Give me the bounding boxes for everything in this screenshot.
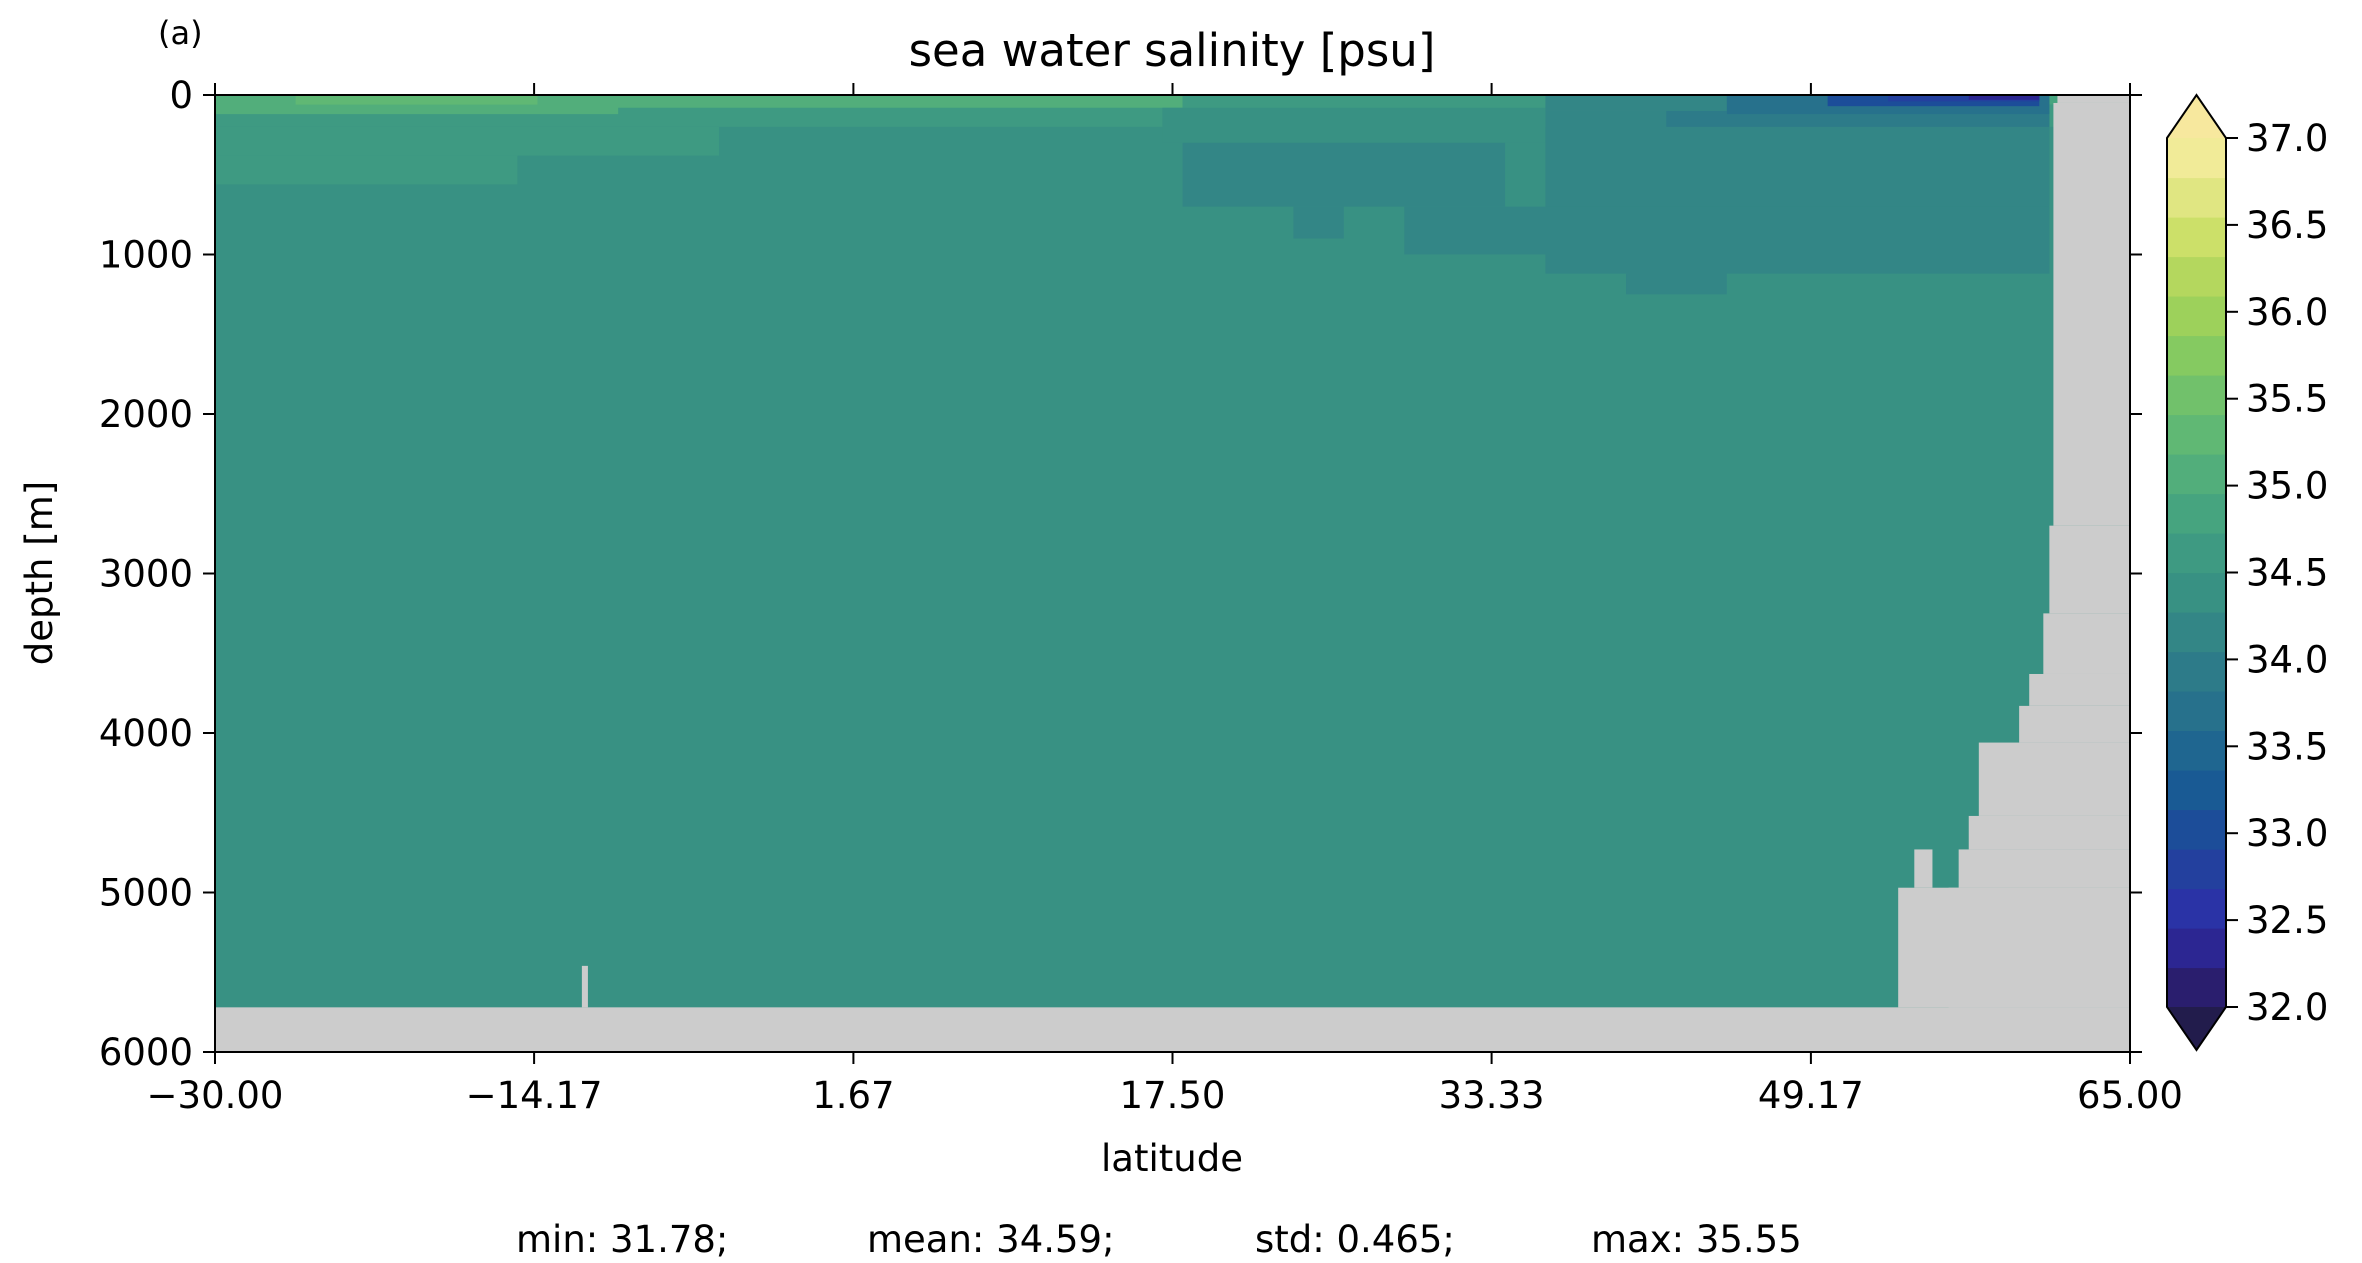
salinity-region-3 [295,95,538,105]
colorbar-segment [2167,138,2226,179]
y-axis-label: depth [m] [18,481,61,665]
colorbar-segment [2167,414,2226,455]
salinity-region-4 [537,95,1183,108]
land-block-5 [1958,849,2130,888]
stat-min: min: 31.78; [516,1218,728,1261]
colorbar-segment [2167,770,2226,811]
land-block-10 [2043,613,2130,674]
colorbar-segment [2167,533,2226,574]
salinity-region-10 [1293,206,1344,239]
colorbar-segment [2167,335,2226,376]
colorbar-segment [2167,888,2226,929]
colorbar-tick-label: 32.0 [2246,986,2328,1029]
y-axis: 0 1000 2000 3000 4000 5000 6000 [99,74,2142,1074]
colorbar-segment [2167,375,2226,416]
colorbar-segment [2167,849,2226,890]
colorbar-tick-label: 36.0 [2246,291,2328,334]
y-tick-label: 6000 [99,1031,193,1074]
colorbar-tick-label: 33.0 [2246,812,2328,855]
x-tick-label: 33.33 [1439,1074,1545,1117]
land-block-9 [2029,673,2130,706]
colorbar-tick-label: 37.0 [2246,117,2328,160]
panel-label: (a) [158,14,203,52]
colorbar-tick-label: 33.5 [2246,725,2328,768]
land-mask [215,95,2130,1052]
x-tick-label: 65.00 [2077,1074,2183,1117]
colorbar-segment [2167,928,2226,969]
colorbar-segment [2167,967,2226,1008]
colorbar-extend-over [2167,95,2226,138]
salinity-region-8 [1162,107,1546,143]
x-tick-label: 17.50 [1120,1074,1226,1117]
land-block-6 [1968,815,2130,850]
colorbar-segment [2167,651,2226,692]
land-block-0 [215,1007,2130,1052]
land-block-3 [1914,849,1933,888]
x-tick-label: −30.00 [147,1074,284,1117]
colorbar-tick-label: 34.0 [2246,638,2328,681]
x-axis: −30.00 −14.17 1.67 17.50 33.33 49.17 65.00 [147,83,2183,1117]
chart-title: sea water salinity [psu] [909,24,1436,77]
colorbar-tick-label: 35.0 [2246,465,2328,508]
colorbar-segment [2167,730,2226,771]
colorbar-tick-label: 32.5 [2246,899,2328,942]
colorbar-segment [2167,217,2226,258]
land-block-1 [581,965,588,1008]
colorbar-segment [2167,809,2226,850]
salinity-region-6 [215,155,518,185]
salinity-region-5 [215,126,719,156]
y-tick-label: 4000 [99,712,193,755]
land-block-8 [2019,705,2130,743]
land-block-11 [2049,525,2130,614]
salinity-region-7 [1182,95,1546,108]
colorbar-extend-under [2167,1007,2226,1050]
salinity-region-20 [1968,95,2040,100]
colorbar-segment [2167,454,2226,495]
x-tick-label: 49.17 [1758,1074,1864,1117]
colorbar-segment [2167,691,2226,732]
salinity-region-19 [1888,95,2040,102]
y-tick-label: 1000 [99,234,193,277]
x-axis-label: latitude [1101,1137,1243,1180]
stat-std: std: 0.465; [1255,1218,1455,1261]
land-block-12 [2053,102,2130,526]
land-block-7 [1978,742,2130,816]
colorbar-tick-label: 36.5 [2246,204,2328,247]
colorbar-segment [2167,256,2226,297]
y-tick-label: 0 [169,74,193,117]
land-block-4 [1948,887,2130,1008]
y-tick-label: 2000 [99,393,193,436]
colorbar-segment [2167,493,2226,534]
colorbar-tick-label: 34.5 [2246,552,2328,595]
x-tick-label: −14.17 [466,1074,603,1117]
salinity-region-14 [1626,273,1727,295]
colorbar-segment [2167,612,2226,653]
land-block-13 [2057,95,2130,103]
salinity-region-9 [1182,142,1506,207]
salinity-region-13 [1545,254,2050,274]
salinity-field [215,95,2130,1052]
y-tick-label: 3000 [99,553,193,596]
salinity-region-16 [1666,110,2050,127]
salinity-region-11 [1404,206,2050,255]
colorbar-segment [2167,296,2226,337]
stat-max: max: 35.55 [1591,1218,1802,1261]
colorbar-segment [2167,572,2226,613]
colorbar-segment [2167,177,2226,218]
colorbar: 32.0 32.5 33.0 33.5 34.0 34.5 35.0 35.5 36.0 36.5… [2166,93,2328,1052]
x-tick-label: 1.67 [812,1074,894,1117]
y-tick-label: 5000 [99,872,193,915]
colorbar-tick-label: 35.5 [2246,378,2328,421]
stat-mean: mean: 34.59; [867,1218,1115,1261]
